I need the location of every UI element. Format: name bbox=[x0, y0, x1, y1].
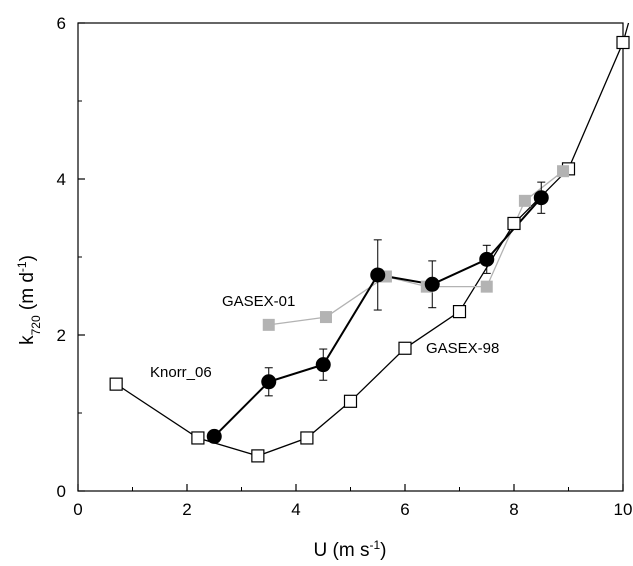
data-point-gasex-98 bbox=[452, 305, 467, 319]
data-point-gasex-01 bbox=[262, 318, 275, 331]
data-point-gasex-98 bbox=[300, 431, 314, 445]
data-point-gasex-01 bbox=[480, 280, 493, 293]
x-tick-label: 10 bbox=[614, 500, 633, 519]
error-bars bbox=[264, 181, 546, 397]
axes-frame bbox=[77, 22, 624, 492]
series-markers bbox=[109, 35, 630, 463]
y-tick-label: 6 bbox=[57, 14, 66, 33]
axis-ticks bbox=[77, 22, 624, 492]
series-label-gasex-98: GASEX-98 bbox=[426, 340, 499, 357]
x-tick-label: 2 bbox=[182, 500, 191, 519]
data-point-gasex-98 bbox=[251, 449, 265, 463]
series-line-gasex-01 bbox=[268, 170, 564, 326]
data-point-knorr-06 bbox=[479, 251, 495, 267]
data-point-gasex-01 bbox=[557, 165, 570, 178]
y-tick-label: 2 bbox=[57, 326, 66, 345]
data-point-knorr-06 bbox=[261, 374, 277, 390]
data-point-gasex-98 bbox=[191, 431, 205, 445]
x-tick-label: 8 bbox=[509, 500, 518, 519]
data-point-knorr-06 bbox=[206, 428, 222, 444]
plot-border bbox=[77, 22, 624, 492]
data-point-gasex-98 bbox=[398, 341, 412, 355]
x-tick-label: 0 bbox=[73, 500, 82, 519]
data-point-gasex-98 bbox=[616, 35, 630, 50]
y-tick-label: 4 bbox=[57, 170, 66, 189]
data-point-gasex-98 bbox=[507, 216, 521, 231]
data-point-knorr-06 bbox=[533, 190, 549, 206]
x-tick-label: 6 bbox=[400, 500, 409, 519]
data-point-knorr-06 bbox=[424, 276, 440, 292]
y-tick-label: 0 bbox=[57, 482, 66, 501]
x-tick-label: 4 bbox=[291, 500, 300, 519]
data-point-knorr-06 bbox=[370, 267, 386, 283]
y-axis-title: k720 (m d-1) bbox=[15, 255, 43, 345]
data-point-gasex-01 bbox=[319, 311, 332, 324]
data-point-gasex-98 bbox=[343, 394, 358, 408]
series-label-gasex-01: GASEX-01 bbox=[222, 293, 295, 310]
series-line-gasex-98 bbox=[115, 22, 630, 457]
tick-labels: 0 2 4 6 8 10 0 2 4 6 bbox=[57, 14, 633, 519]
series-line-knorr-06 bbox=[213, 197, 543, 438]
series-label-knorr-06: Knorr_06 bbox=[150, 364, 212, 381]
data-point-knorr-06 bbox=[315, 357, 331, 373]
data-point-gasex-98 bbox=[109, 377, 123, 391]
x-axis-title: U (m s-1) bbox=[314, 538, 387, 561]
series-lines bbox=[115, 22, 630, 457]
data-point-gasex-01 bbox=[518, 194, 531, 207]
